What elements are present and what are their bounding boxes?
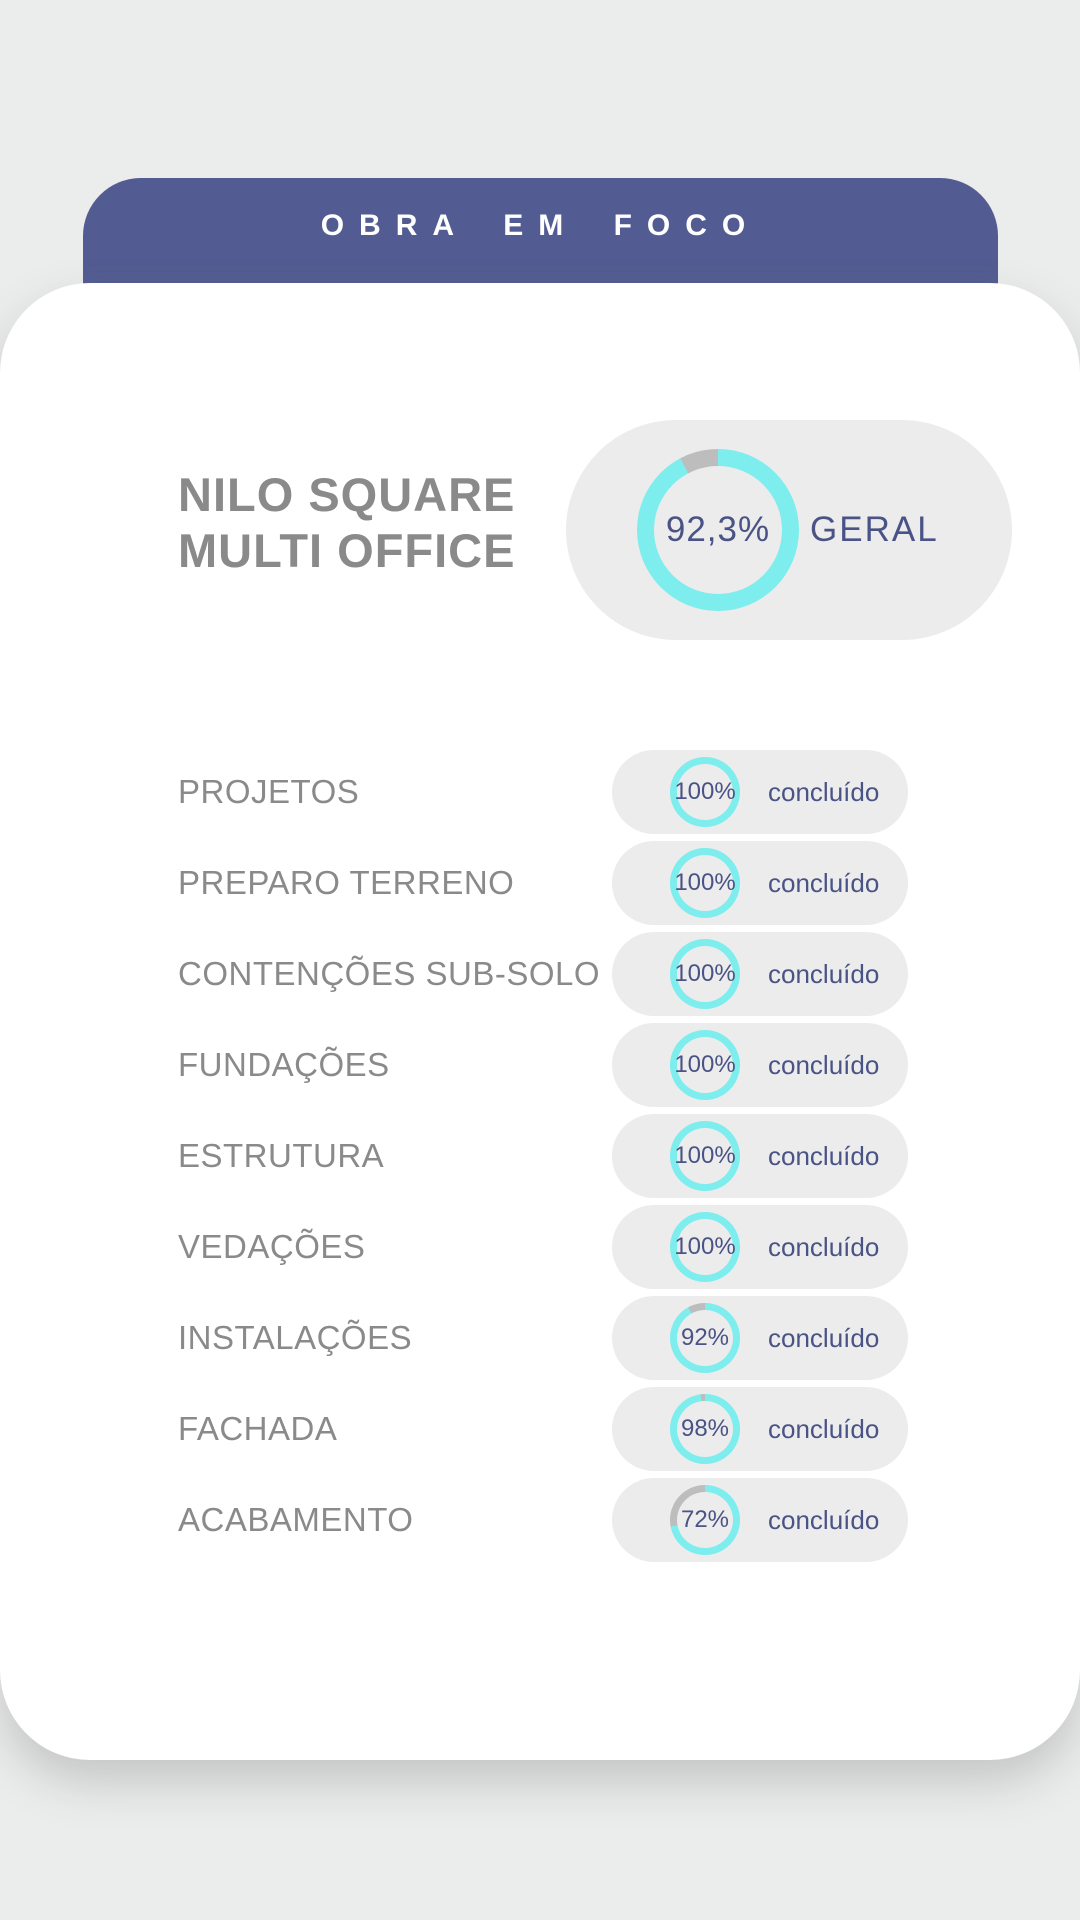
phase-label: CONTENÇÕES SUB-SOLO: [178, 955, 601, 992]
overall-progress-pill: 92,3% GERAL: [566, 420, 1012, 640]
phase-status: concluído: [768, 958, 880, 989]
phase-progress-ring: 100%: [670, 939, 740, 1009]
phase-progress-value: 72%: [677, 1492, 733, 1548]
phase-row: ESTRUTURA 100% concluído: [0, 1114, 1080, 1205]
phase-progress-value: 100%: [674, 1219, 736, 1275]
phase-progress-value: 100%: [674, 1128, 736, 1184]
overall-progress-donut-center: 92,3%: [654, 466, 782, 594]
phase-progress-pill: 100% concluído: [612, 1114, 908, 1198]
phase-progress-pill: 100% concluído: [612, 1023, 908, 1107]
phase-label: PREPARO TERRENO: [178, 864, 515, 901]
phase-label: FUNDAÇÕES: [178, 1046, 390, 1083]
overall-progress-label: GERAL: [810, 510, 939, 549]
phase-progress-value: 100%: [674, 1037, 736, 1093]
phase-row: FUNDAÇÕES 100% concluído: [0, 1023, 1080, 1114]
phase-progress-pill: 100% concluído: [612, 841, 908, 925]
overall-progress-value: 92,3%: [665, 510, 771, 549]
phase-status: concluído: [768, 1049, 880, 1080]
phase-progress-ring: 100%: [670, 848, 740, 918]
phase-progress-value: 92%: [677, 1310, 733, 1366]
phase-list: PROJETOS 100% concluído PREPARO TERRENO …: [0, 750, 1080, 1569]
phase-progress-pill: 98% concluído: [612, 1387, 908, 1471]
project-title-line1: NILO SQUARE: [178, 468, 516, 521]
phase-progress-pill: 100% concluído: [612, 750, 908, 834]
phase-status: concluído: [768, 1504, 880, 1535]
overall-progress-donut: 92,3%: [637, 449, 799, 611]
phase-progress-value: 100%: [674, 855, 736, 911]
phase-progress-value: 98%: [677, 1401, 733, 1457]
phase-status: concluído: [768, 1231, 880, 1262]
project-title-line2: MULTI OFFICE: [178, 524, 516, 577]
phase-label: ESTRUTURA: [178, 1137, 385, 1174]
phase-status: concluído: [768, 867, 880, 898]
phase-progress-pill: 100% concluído: [612, 1205, 908, 1289]
project-title: NILO SQUARE MULTI OFFICE: [178, 467, 515, 579]
phase-progress-pill: 100% concluído: [612, 932, 908, 1016]
phase-progress-ring: 92%: [670, 1303, 740, 1373]
phase-progress-value: 100%: [674, 946, 736, 1002]
phase-progress-value: 100%: [674, 764, 736, 820]
phase-row: VEDAÇÕES 100% concluído: [0, 1205, 1080, 1296]
phase-row: PREPARO TERRENO 100% concluído: [0, 841, 1080, 932]
phase-row: CONTENÇÕES SUB-SOLO 100% concluído: [0, 932, 1080, 1023]
phase-row: INSTALAÇÕES 92% concluído: [0, 1296, 1080, 1387]
phase-row: FACHADA 98% concluído: [0, 1387, 1080, 1478]
phase-label: ACABAMENTO: [178, 1501, 414, 1538]
phase-label: VEDAÇÕES: [178, 1228, 366, 1265]
phase-status: concluído: [768, 1413, 880, 1444]
phase-progress-ring: 100%: [670, 1030, 740, 1100]
header-banner-title: OBRA EM FOCO: [320, 209, 761, 242]
phase-status: concluído: [768, 1322, 880, 1353]
phase-progress-pill: 92% concluído: [612, 1296, 908, 1380]
phase-progress-ring: 100%: [670, 1121, 740, 1191]
phase-progress-ring: 100%: [670, 1212, 740, 1282]
phase-row: ACABAMENTO 72% concluído: [0, 1478, 1080, 1569]
phase-label: PROJETOS: [178, 773, 360, 810]
phase-status: concluído: [768, 1140, 880, 1171]
phase-status: concluído: [768, 776, 880, 807]
phase-progress-ring: 100%: [670, 757, 740, 827]
phase-label: INSTALAÇÕES: [178, 1319, 413, 1356]
phase-progress-ring: 72%: [670, 1485, 740, 1555]
phase-progress-pill: 72% concluído: [612, 1478, 908, 1562]
phase-label: FACHADA: [178, 1410, 338, 1447]
phase-progress-ring: 98%: [670, 1394, 740, 1464]
phase-row: PROJETOS 100% concluído: [0, 750, 1080, 841]
